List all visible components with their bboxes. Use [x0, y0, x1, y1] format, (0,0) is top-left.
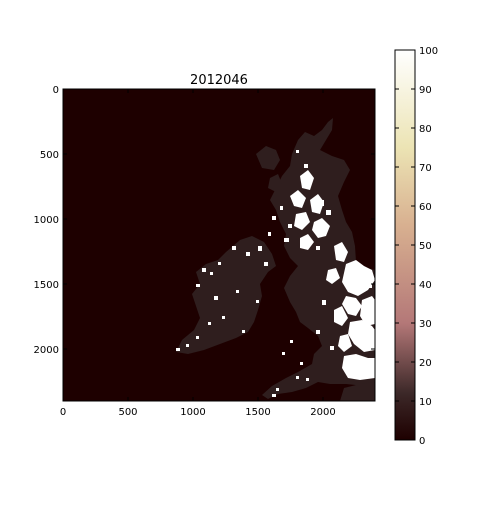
land-ireland: [176, 236, 276, 354]
x-axis: 0 500 1000 1500 2000: [60, 89, 336, 418]
plot-frame: [62, 88, 376, 402]
x-tick-label: 2000: [310, 407, 335, 418]
colorbar-tick-label: 90: [419, 85, 432, 96]
colorbar-tick-label: 80: [419, 124, 432, 135]
colorbar-tick-label: 100: [419, 46, 438, 57]
land-great-britain: [262, 118, 375, 399]
y-axis: 0 500 1000 1500 2000: [34, 85, 375, 356]
y-tick-label: 1000: [34, 215, 59, 226]
snow-cover: [176, 150, 375, 397]
heatmap-image: [63, 89, 375, 401]
x-tick-label: 1500: [245, 407, 270, 418]
colorbar-tick-label: 50: [419, 241, 432, 252]
colorbar-tick-label: 60: [419, 202, 432, 213]
colorbar-tick-label: 10: [419, 397, 432, 408]
y-tick-label: 0: [53, 85, 59, 96]
colorbar-axis: 0 10 20 30 40 50 60 70 80 90 100: [395, 46, 438, 447]
land-islands-north: [256, 146, 282, 192]
colorbar-tick-label: 70: [419, 163, 432, 174]
colorbar-tick-label: 0: [419, 436, 425, 447]
land-continent: [340, 382, 375, 401]
x-tick-label: 0: [60, 407, 66, 418]
colorbar-tick-label: 30: [419, 319, 432, 330]
colorbar-tick-label: 40: [419, 280, 432, 291]
chart-title: 2012046: [190, 73, 248, 88]
y-tick-label: 1500: [34, 280, 59, 291]
y-tick-label: 500: [40, 150, 59, 161]
x-tick-label: 500: [118, 407, 137, 418]
y-tick-label: 2000: [34, 345, 59, 356]
x-tick-label: 1000: [180, 407, 205, 418]
colorbar-tick-label: 20: [419, 358, 432, 369]
